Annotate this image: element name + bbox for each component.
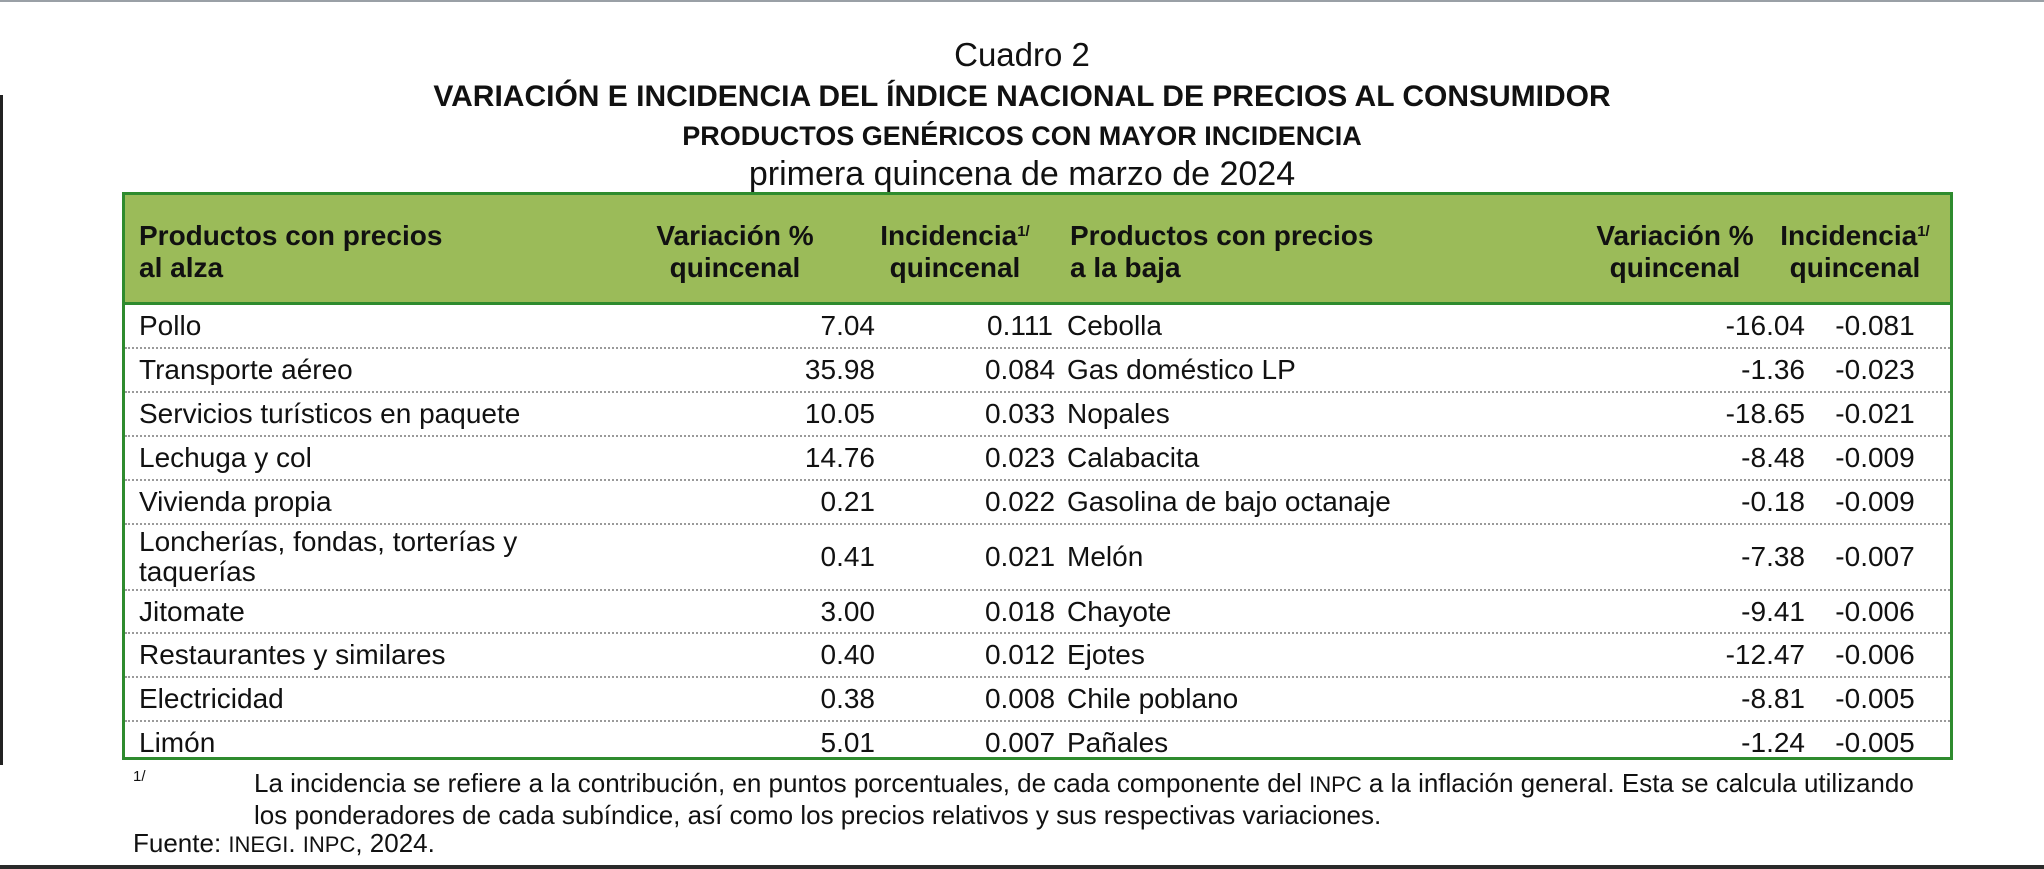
header-incidence-down: Incidencia1/ quincenal xyxy=(1780,220,1930,283)
table-row: Pollo 7.04 0.111 Cebolla -16.04 -0.081 xyxy=(125,305,1950,349)
page-title: VARIACIÓN E INCIDENCIA DEL ÍNDICE NACION… xyxy=(433,80,1611,113)
page-subtitle: PRODUCTOS GENÉRICOS CON MAYOR INCIDENCIA xyxy=(682,121,1362,151)
table-row: Electricidad 0.38 0.008 Chile poblano -8… xyxy=(125,678,1950,722)
table-row: Vivienda propia 0.21 0.022 Gasolina de b… xyxy=(125,481,1950,525)
period-label: primera quincena de marzo de 2024 xyxy=(748,155,1296,193)
header-products-up: Productos con precios al alza xyxy=(139,220,443,283)
table-row: Servicios turísticos en paquete 10.05 0.… xyxy=(125,393,1950,437)
table-row: Loncherías, fondas, torterías y taquería… xyxy=(125,525,1950,591)
source-note: Fuente: INEGI. INPC, 2024. xyxy=(133,828,435,858)
bottom-edge xyxy=(0,865,2044,869)
table-row: Restaurantes y similares 0.40 0.012 Ejot… xyxy=(125,634,1950,678)
left-edge xyxy=(0,95,3,765)
table-header: Productos con precios al alza Variación … xyxy=(125,195,1950,305)
footnote-ref: 1/ xyxy=(1017,223,1030,240)
table-row: Lechuga y col 14.76 0.023 Calabacita -8.… xyxy=(125,437,1950,481)
footnote-mark: 1/ xyxy=(133,768,146,785)
table-row: Limón 5.01 0.007 Pañales -1.24 -0.005 xyxy=(139,727,1915,758)
table-row: Jitomate 3.00 0.018 Chayote -9.41 -0.006 xyxy=(125,591,1950,634)
footnote-ref: 1/ xyxy=(1917,223,1930,240)
header-variation-up: Variación % quincenal xyxy=(656,220,814,283)
header-incidence-up: Incidencia1/ quincenal xyxy=(880,220,1030,283)
top-edge xyxy=(0,0,2044,2)
incidence-table: Productos con precios al alza Variación … xyxy=(122,192,1953,760)
cuadro-label: Cuadro 2 xyxy=(954,36,1090,73)
header-products-down: Productos con precios a la baja xyxy=(1070,220,1374,283)
footnote-text: La incidencia se refiere a la contribuci… xyxy=(254,768,1914,830)
table-row: Transporte aéreo 35.98 0.084 Gas domésti… xyxy=(125,349,1950,393)
header-variation-down: Variación % quincenal xyxy=(1596,220,1754,283)
